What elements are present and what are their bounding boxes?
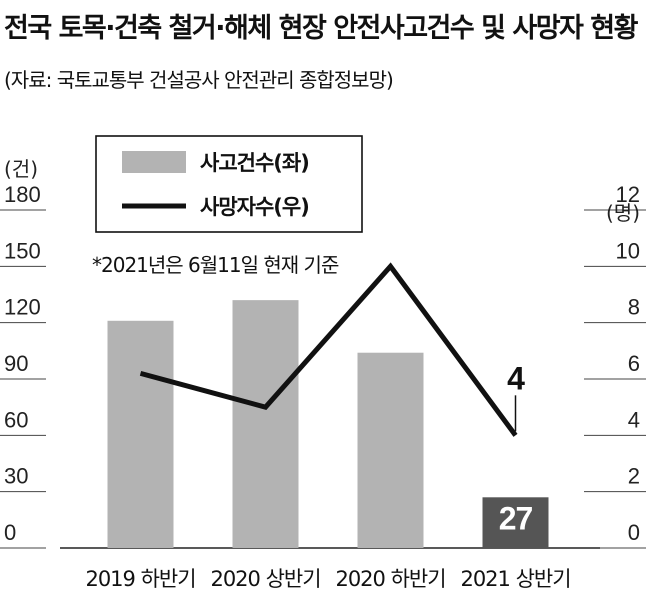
legend: 사고건수(좌) 사망자수(우) [95,135,363,233]
chart-source: (자료: 국토교통부 건설공사 안전관리 종합정보망) [4,68,394,92]
bars [107,300,549,548]
legend-label-line: 사망자수(우) [200,195,309,219]
category-label: 2021 상반기 [460,567,570,591]
bar [357,352,424,548]
category-label: 2019 하반기 [85,567,195,591]
left-tick-label: 30 [4,464,28,489]
category-label: 2020 상반기 [210,567,320,591]
left-tick-label: 90 [4,351,28,376]
right-tick-label: 4 [628,407,640,432]
left-axis-unit: (건) [4,157,38,181]
right-axis-ticks: 0 2 4 6 8 10 12 [616,182,640,545]
left-axis-ticks: 0 30 60 90 120 150 180 [4,182,41,545]
line-layer [139,262,518,437]
legend-label-bar: 사고건수(좌) [200,151,309,175]
right-tick-label: 0 [628,520,640,545]
category-labels: 2019 하반기 2020 상반기 2020 하반기 2021 상반기 [85,567,571,591]
bar [232,300,299,548]
left-tick-label: 60 [4,407,28,432]
line-value-label-last: 4 [507,360,525,396]
bar-value-label-last: 27 [499,500,533,536]
right-axis-unit: (명) [606,201,640,225]
right-tick-label: 6 [628,351,640,376]
series-line [139,262,518,437]
right-tick-label: 10 [616,238,640,263]
right-tick-label: 12 [616,182,640,207]
right-tick-label: 2 [628,464,640,489]
bar [482,497,549,548]
bar [107,320,174,548]
left-tick-label: 0 [4,520,16,545]
legend-swatch-bar [122,151,186,173]
left-tick-label: 120 [4,295,41,320]
category-label: 2020 하반기 [335,567,445,591]
left-tick-label: 180 [4,182,41,207]
left-tick-label: 150 [4,238,41,263]
chart-title: 전국 토목·건축 철거·해체 현장 안전사고건수 및 사망자 현황 [4,13,638,44]
chart-note: *2021년은 6월11일 현재 기준 [92,253,339,277]
right-tick-label: 8 [628,295,640,320]
